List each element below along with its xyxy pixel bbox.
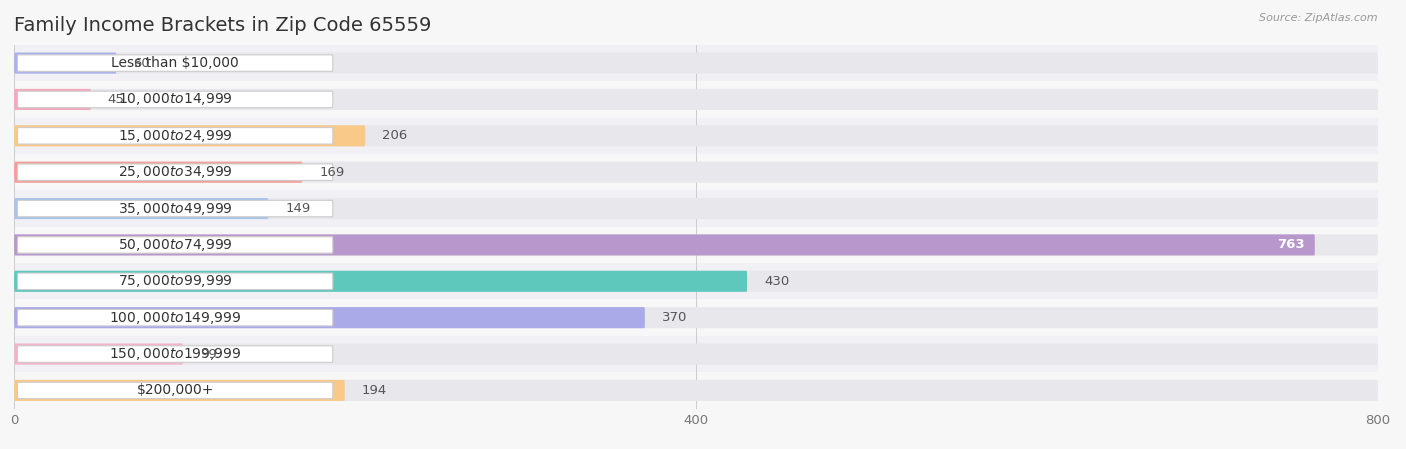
FancyBboxPatch shape (14, 198, 269, 219)
Text: 60: 60 (134, 57, 150, 70)
Text: $50,000 to $74,999: $50,000 to $74,999 (118, 237, 232, 253)
Text: Family Income Brackets in Zip Code 65559: Family Income Brackets in Zip Code 65559 (14, 16, 432, 35)
Bar (14, 263, 1378, 299)
Text: Source: ZipAtlas.com: Source: ZipAtlas.com (1260, 13, 1378, 23)
FancyBboxPatch shape (17, 237, 333, 253)
FancyBboxPatch shape (14, 307, 645, 328)
Bar (14, 81, 1378, 118)
Text: 763: 763 (1277, 238, 1305, 251)
Text: 99: 99 (200, 348, 217, 361)
FancyBboxPatch shape (14, 162, 302, 183)
Bar (14, 336, 1378, 372)
Text: $100,000 to $149,999: $100,000 to $149,999 (108, 310, 242, 326)
FancyBboxPatch shape (14, 307, 1378, 328)
Text: Less than $10,000: Less than $10,000 (111, 56, 239, 70)
FancyBboxPatch shape (14, 125, 1378, 146)
FancyBboxPatch shape (17, 164, 333, 180)
Text: 430: 430 (765, 275, 789, 288)
Text: 194: 194 (361, 384, 387, 397)
FancyBboxPatch shape (14, 125, 366, 146)
FancyBboxPatch shape (14, 380, 1378, 401)
FancyBboxPatch shape (14, 198, 1378, 219)
Text: $75,000 to $99,999: $75,000 to $99,999 (118, 273, 232, 289)
Text: $15,000 to $24,999: $15,000 to $24,999 (118, 128, 232, 144)
FancyBboxPatch shape (14, 53, 117, 74)
FancyBboxPatch shape (17, 55, 333, 71)
FancyBboxPatch shape (14, 234, 1315, 255)
Bar (14, 118, 1378, 154)
Text: 169: 169 (319, 166, 344, 179)
FancyBboxPatch shape (17, 382, 333, 399)
FancyBboxPatch shape (17, 91, 333, 108)
Text: 45: 45 (108, 93, 125, 106)
FancyBboxPatch shape (14, 53, 1378, 74)
Bar (14, 227, 1378, 263)
Text: $35,000 to $49,999: $35,000 to $49,999 (118, 201, 232, 216)
Bar (14, 190, 1378, 227)
FancyBboxPatch shape (14, 234, 1378, 255)
Text: 149: 149 (285, 202, 311, 215)
FancyBboxPatch shape (14, 271, 1378, 292)
FancyBboxPatch shape (17, 273, 333, 290)
Text: 206: 206 (382, 129, 408, 142)
FancyBboxPatch shape (14, 89, 91, 110)
FancyBboxPatch shape (14, 162, 1378, 183)
Text: $25,000 to $34,999: $25,000 to $34,999 (118, 164, 232, 180)
Text: $10,000 to $14,999: $10,000 to $14,999 (118, 92, 232, 107)
Bar (14, 372, 1378, 409)
Bar (14, 154, 1378, 190)
FancyBboxPatch shape (14, 343, 1378, 365)
FancyBboxPatch shape (17, 309, 333, 326)
FancyBboxPatch shape (17, 200, 333, 217)
FancyBboxPatch shape (17, 346, 333, 362)
Text: $150,000 to $199,999: $150,000 to $199,999 (108, 346, 242, 362)
FancyBboxPatch shape (14, 89, 1378, 110)
Bar (14, 299, 1378, 336)
FancyBboxPatch shape (14, 343, 183, 365)
FancyBboxPatch shape (17, 128, 333, 144)
FancyBboxPatch shape (14, 271, 747, 292)
Text: 370: 370 (662, 311, 688, 324)
Bar (14, 45, 1378, 81)
FancyBboxPatch shape (14, 380, 344, 401)
Text: $200,000+: $200,000+ (136, 383, 214, 397)
